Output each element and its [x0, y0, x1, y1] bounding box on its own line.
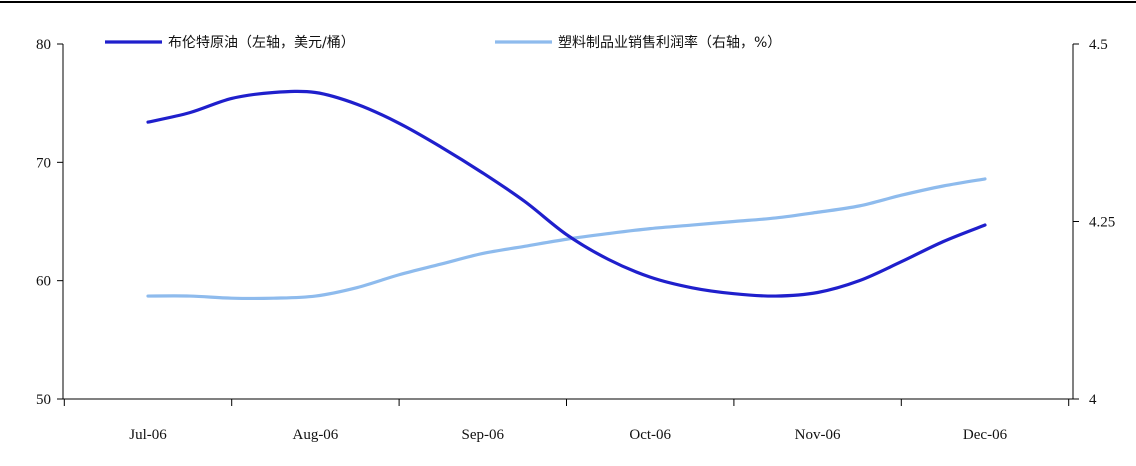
y-left-tick-label: 60 [36, 274, 51, 290]
axes: 80 70 60 50 4.5 4.25 4 Jul-06 Aug-06 Sep-06 Oct-06… [36, 37, 1115, 443]
x-tick-label: Nov-06 [795, 427, 841, 443]
series-lines [146, 89, 987, 301]
series-line-left-axis [146, 89, 987, 298]
x-tick-label: Aug-06 [292, 427, 338, 443]
series-line-right-axis [146, 177, 987, 301]
y-left-tick-label: 70 [36, 155, 51, 171]
y-right-tick-label: 4 [1089, 392, 1097, 408]
legend: 布伦特原油（左轴，美元/桶） 塑料制品业销售利润率（右轴，%） [105, 34, 781, 51]
x-tick-label: Sep-06 [462, 427, 505, 443]
y-right-tick-label: 4.25 [1089, 215, 1115, 231]
x-tick-label: Jul-06 [129, 427, 167, 443]
x-tick-label: Dec-06 [963, 427, 1008, 443]
x-tick-label: Oct-06 [629, 427, 671, 443]
y-left-tick-label: 50 [36, 392, 51, 408]
y-left-tick-label: 80 [36, 37, 51, 53]
legend-label: 塑料制品业销售利润率（右轴，%） [558, 34, 781, 51]
legend-label: 布伦特原油（左轴，美元/桶） [168, 35, 355, 51]
y-right-tick-label: 4.5 [1089, 37, 1108, 53]
